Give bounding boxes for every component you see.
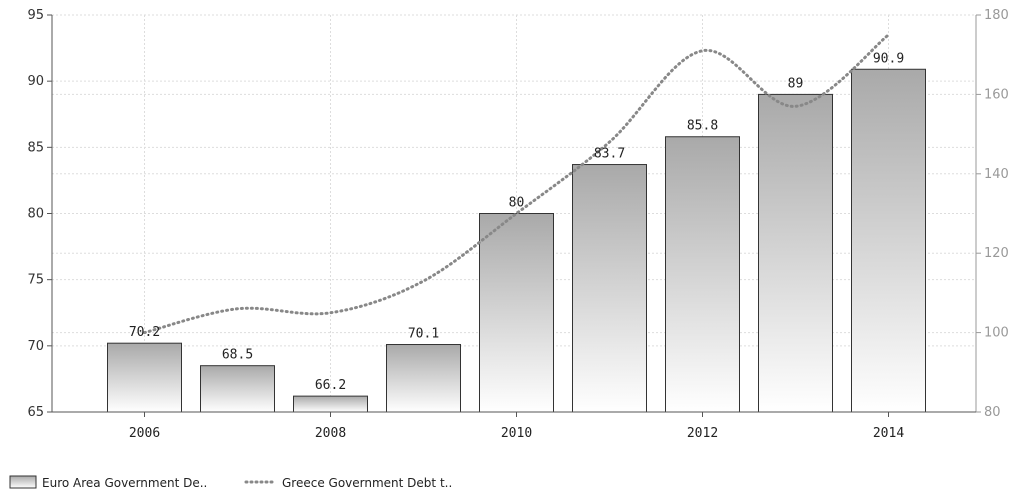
bar-data-label: 66.2 (315, 378, 346, 393)
greece-debt-line (143, 33, 890, 335)
bar-data-label: 68.5 (222, 348, 253, 363)
x-tick-label: 2010 (501, 426, 532, 441)
bar (107, 342, 182, 413)
legend: Euro Area Government De.. Greece Governme… (9, 475, 452, 490)
y-left-tick-label: 95 (27, 8, 44, 23)
y-left-tick-label: 75 (27, 273, 44, 288)
bar-data-label: 90.9 (873, 51, 904, 66)
x-tick-label: 2014 (873, 426, 904, 441)
bar (851, 68, 926, 413)
y-right-tick-label: 80 (984, 405, 1001, 420)
y-right-tick-label: 160 (984, 87, 1009, 102)
x-tick-label: 2012 (687, 426, 718, 441)
bar-data-label: 70.2 (129, 325, 160, 340)
y-left-tick-label: 70 (27, 339, 44, 354)
legend-swatch-bar (9, 475, 37, 489)
bar-data-label: 80 (509, 196, 525, 211)
legend-label-euro-area: Euro Area Government De.. (42, 476, 207, 490)
bar-data-label: 89 (788, 76, 804, 91)
bar (758, 93, 833, 413)
y-left-tick-label: 65 (27, 405, 44, 420)
bar (200, 365, 275, 413)
bar-data-label: 83.7 (594, 147, 625, 162)
x-tick-label: 2006 (129, 426, 160, 441)
y-right-tick-label: 180 (984, 8, 1009, 23)
x-tick-label: 2008 (315, 426, 346, 441)
y-left-tick-label: 85 (27, 140, 44, 155)
legend-label-greece: Greece Government Debt t.. (282, 476, 452, 490)
bar (293, 395, 368, 413)
bar (665, 136, 740, 413)
bar (572, 164, 647, 413)
data-labels: 70.2 68.5 66.2 70.1 80 83.7 85.8 89 90.9 (129, 51, 904, 393)
bar-data-label: 85.8 (687, 119, 718, 134)
line-series (143, 33, 890, 335)
bar (386, 344, 461, 413)
axes: 65 70 75 80 85 90 95 80 100 120 140 160 180 2006 2008 2… (27, 8, 1008, 441)
bar-data-label: 70.1 (408, 327, 439, 342)
y-right-tick-label: 100 (984, 326, 1009, 341)
y-right-tick-label: 140 (984, 167, 1009, 182)
y-left-tick-label: 80 (27, 207, 44, 222)
bar (479, 213, 554, 413)
y-left-tick-label: 90 (27, 74, 44, 89)
bar-series (107, 68, 926, 413)
y-right-tick-label: 120 (984, 246, 1009, 261)
